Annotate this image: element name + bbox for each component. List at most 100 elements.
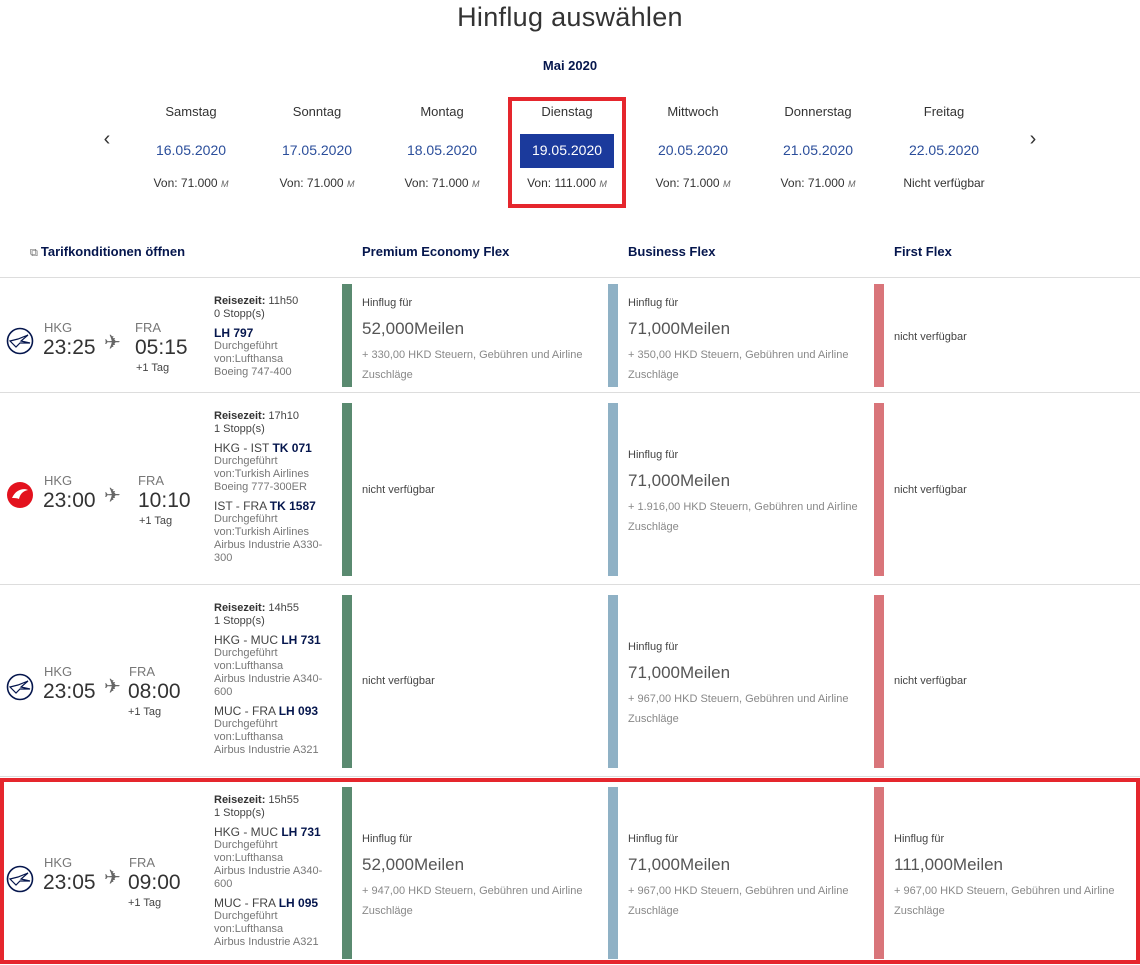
airplane-icon: ✈ — [104, 485, 121, 507]
prev-week-chevron-icon[interactable]: ‹ — [103, 128, 111, 150]
day-date[interactable]: 16.05.2020 — [155, 142, 227, 158]
origin-code: HKG — [44, 664, 73, 679]
first-bar — [874, 595, 884, 768]
miles-unit-icon: M — [471, 179, 480, 189]
business-fare-option[interactable]: Hinflug für 71,000Meilen + 350,00 HKD St… — [628, 297, 849, 381]
business-fare-option[interactable]: Hinflug für 71,000Meilen + 967,00 HKD St… — [628, 833, 849, 917]
day-name: Sonntag — [292, 104, 342, 119]
business-bar — [608, 787, 618, 959]
day-price: Von: 71.000 M — [153, 176, 229, 190]
first-fare-option[interactable]: Hinflug für 111,000Meilen + 967,00 HKD S… — [894, 833, 1115, 917]
arrival-time: 09:00 — [128, 871, 181, 894]
day-price: Von: 71.000 M — [780, 176, 856, 190]
premium-fare-unavailable: nicht verfügbar — [362, 484, 435, 496]
airplane-icon: ✈ — [104, 332, 121, 354]
business-fare-option[interactable]: Hinflug für 71,000Meilen + 1.916,00 HKD … — [628, 449, 858, 533]
day-sonntag[interactable]: Sonntag 17.05.2020 Von: 71.000 M — [257, 100, 377, 190]
day-date[interactable]: 18.05.2020 — [406, 142, 478, 158]
premium-fare-unavailable: nicht verfügbar — [362, 675, 435, 687]
premium-bar — [342, 284, 352, 387]
lufthansa-crane-icon — [6, 327, 34, 355]
flight-number-link[interactable]: LH 797 — [214, 326, 254, 340]
flight-number-link[interactable]: LH 095 — [278, 896, 319, 910]
day-date[interactable]: 20.05.2020 — [657, 142, 729, 158]
plus-day: +1 Tag — [136, 362, 170, 374]
header-business: Business Flex — [628, 244, 716, 259]
premium-fare-option[interactable]: Hinflug für 52,000Meilen + 330,00 HKD St… — [362, 297, 583, 381]
flight-number-link[interactable]: TK 1587 — [269, 499, 316, 513]
day-montag[interactable]: Montag 18.05.2020 Von: 71.000 M — [382, 100, 502, 190]
miles-unit-icon: M — [599, 179, 607, 189]
airplane-icon: ✈ — [104, 867, 121, 889]
departure-time: 23:05 — [43, 871, 96, 894]
turkish-airlines-icon — [7, 482, 33, 508]
day-freitag[interactable]: Freitag 22.05.2020 Nicht verfügbar — [884, 100, 1004, 190]
arrival-time: 08:00 — [128, 680, 181, 703]
miles-unit-icon: M — [847, 179, 856, 189]
day-name: Montag — [420, 104, 464, 119]
premium-fare-option[interactable]: Hinflug für 52,000Meilen + 947,00 HKD St… — [362, 833, 583, 917]
origin-code: HKG — [44, 473, 73, 488]
day-mittwoch[interactable]: Mittwoch 20.05.2020 Von: 71.000 M — [633, 100, 753, 190]
flight-details: Reisezeit: 15h55 1 Stopp(s) HKG - MUC LH… — [214, 794, 323, 948]
external-link-icon: ⧉ — [30, 247, 38, 259]
day-date[interactable]: 17.05.2020 — [281, 142, 353, 158]
flight-details: Reisezeit: 14h55 1 Stopp(s) HKG - MUC LH… — [214, 602, 323, 756]
flight-details: Reisezeit: 17h10 1 Stopp(s) HKG - IST TK… — [214, 410, 323, 564]
plus-day: +1 Tag — [128, 706, 162, 718]
arrival-time: 05:15 — [135, 336, 188, 359]
airplane-icon: ✈ — [104, 676, 121, 698]
flight-number-link[interactable]: LH 093 — [278, 704, 319, 718]
day-dienstag-selected[interactable]: Dienstag 19.05.2020 Von: 111.000 M — [507, 100, 627, 190]
first-fare-unavailable: nicht verfügbar — [894, 484, 967, 496]
miles-unit-icon: M — [220, 179, 229, 189]
destination-code: FRA — [138, 473, 164, 488]
departure-time: 23:05 — [43, 680, 96, 703]
flight-number-link[interactable]: LH 731 — [281, 825, 321, 839]
month-label: Mai 2020 — [542, 58, 598, 73]
premium-bar — [342, 595, 352, 768]
departure-time: 23:25 — [43, 336, 96, 359]
day-price: Von: 111.000 M — [527, 176, 607, 190]
flight-number-link[interactable]: TK 071 — [272, 441, 312, 455]
first-bar — [874, 284, 884, 387]
day-name: Freitag — [923, 104, 965, 119]
day-name: Dienstag — [541, 104, 593, 119]
origin-code: HKG — [44, 855, 73, 870]
miles-unit-icon: M — [722, 179, 731, 189]
flight-row: HKG 23:05 ✈ FRA 09:00 +1 Tag Reisezeit: … — [0, 776, 1140, 965]
flight-row: HKG 23:00 ✈ FRA 10:10 +1 Tag Reisezeit: … — [0, 392, 1140, 585]
day-samstag[interactable]: Samstag 16.05.2020 Von: 71.000 M — [131, 100, 251, 190]
day-price: Von: 71.000 M — [279, 176, 355, 190]
premium-bar — [342, 787, 352, 959]
premium-bar — [342, 403, 352, 576]
first-bar — [874, 787, 884, 959]
day-date[interactable]: 19.05.2020 — [520, 134, 614, 168]
departure-time: 23:00 — [43, 489, 96, 512]
business-fare-option[interactable]: Hinflug für 71,000Meilen + 967,00 HKD St… — [628, 641, 849, 725]
first-bar — [874, 403, 884, 576]
first-fare-unavailable: nicht verfügbar — [894, 331, 967, 343]
day-name: Mittwoch — [667, 104, 719, 119]
first-fare-unavailable: nicht verfügbar — [894, 675, 967, 687]
destination-code: FRA — [135, 320, 161, 335]
day-price: Nicht verfügbar — [903, 176, 985, 190]
destination-code: FRA — [129, 664, 155, 679]
business-bar — [608, 403, 618, 576]
flight-row: HKG 23:25 ✈ FRA 05:15 +1 Tag Reisezeit: … — [0, 277, 1140, 393]
flight-number-link[interactable]: LH 731 — [281, 633, 321, 647]
day-name: Donnerstag — [784, 104, 852, 119]
day-price: Von: 71.000 M — [655, 176, 731, 190]
lufthansa-crane-icon — [6, 673, 34, 701]
destination-code: FRA — [129, 855, 155, 870]
next-week-chevron-icon[interactable]: › — [1029, 128, 1037, 150]
miles-unit-icon: M — [346, 179, 355, 189]
day-name: Samstag — [165, 104, 217, 119]
day-date[interactable]: 21.05.2020 — [782, 142, 854, 158]
business-bar — [608, 284, 618, 387]
fare-conditions-link[interactable]: ⧉ Tarifkonditionen öffnen — [30, 244, 186, 259]
day-donnerstag[interactable]: Donnerstag 21.05.2020 Von: 71.000 M — [758, 100, 878, 190]
day-date[interactable]: 22.05.2020 — [908, 142, 980, 158]
page-title: Hinflug auswählen — [457, 2, 683, 32]
arrival-time: 10:10 — [138, 489, 191, 512]
